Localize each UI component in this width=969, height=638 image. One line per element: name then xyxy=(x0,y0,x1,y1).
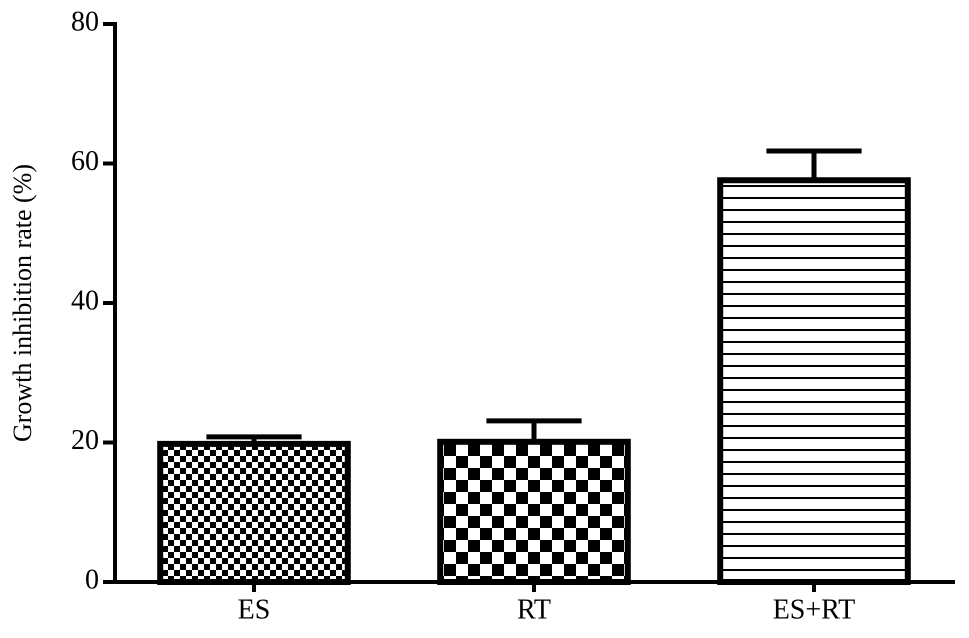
y-tick-label: 60 xyxy=(71,146,99,177)
y-axis-label: Growth inhibition rate (%) xyxy=(8,164,37,442)
bar xyxy=(157,440,351,585)
y-tick-label: 40 xyxy=(71,285,99,316)
bar xyxy=(437,438,631,585)
y-tick-label: 0 xyxy=(85,564,99,595)
bar xyxy=(717,177,911,586)
x-tick-label: RT xyxy=(517,594,551,625)
x-tick-label: ES xyxy=(238,594,271,625)
y-tick-label: 80 xyxy=(71,6,99,37)
x-tick-label: ES+RT xyxy=(773,594,856,625)
y-tick-label: 20 xyxy=(71,425,99,456)
